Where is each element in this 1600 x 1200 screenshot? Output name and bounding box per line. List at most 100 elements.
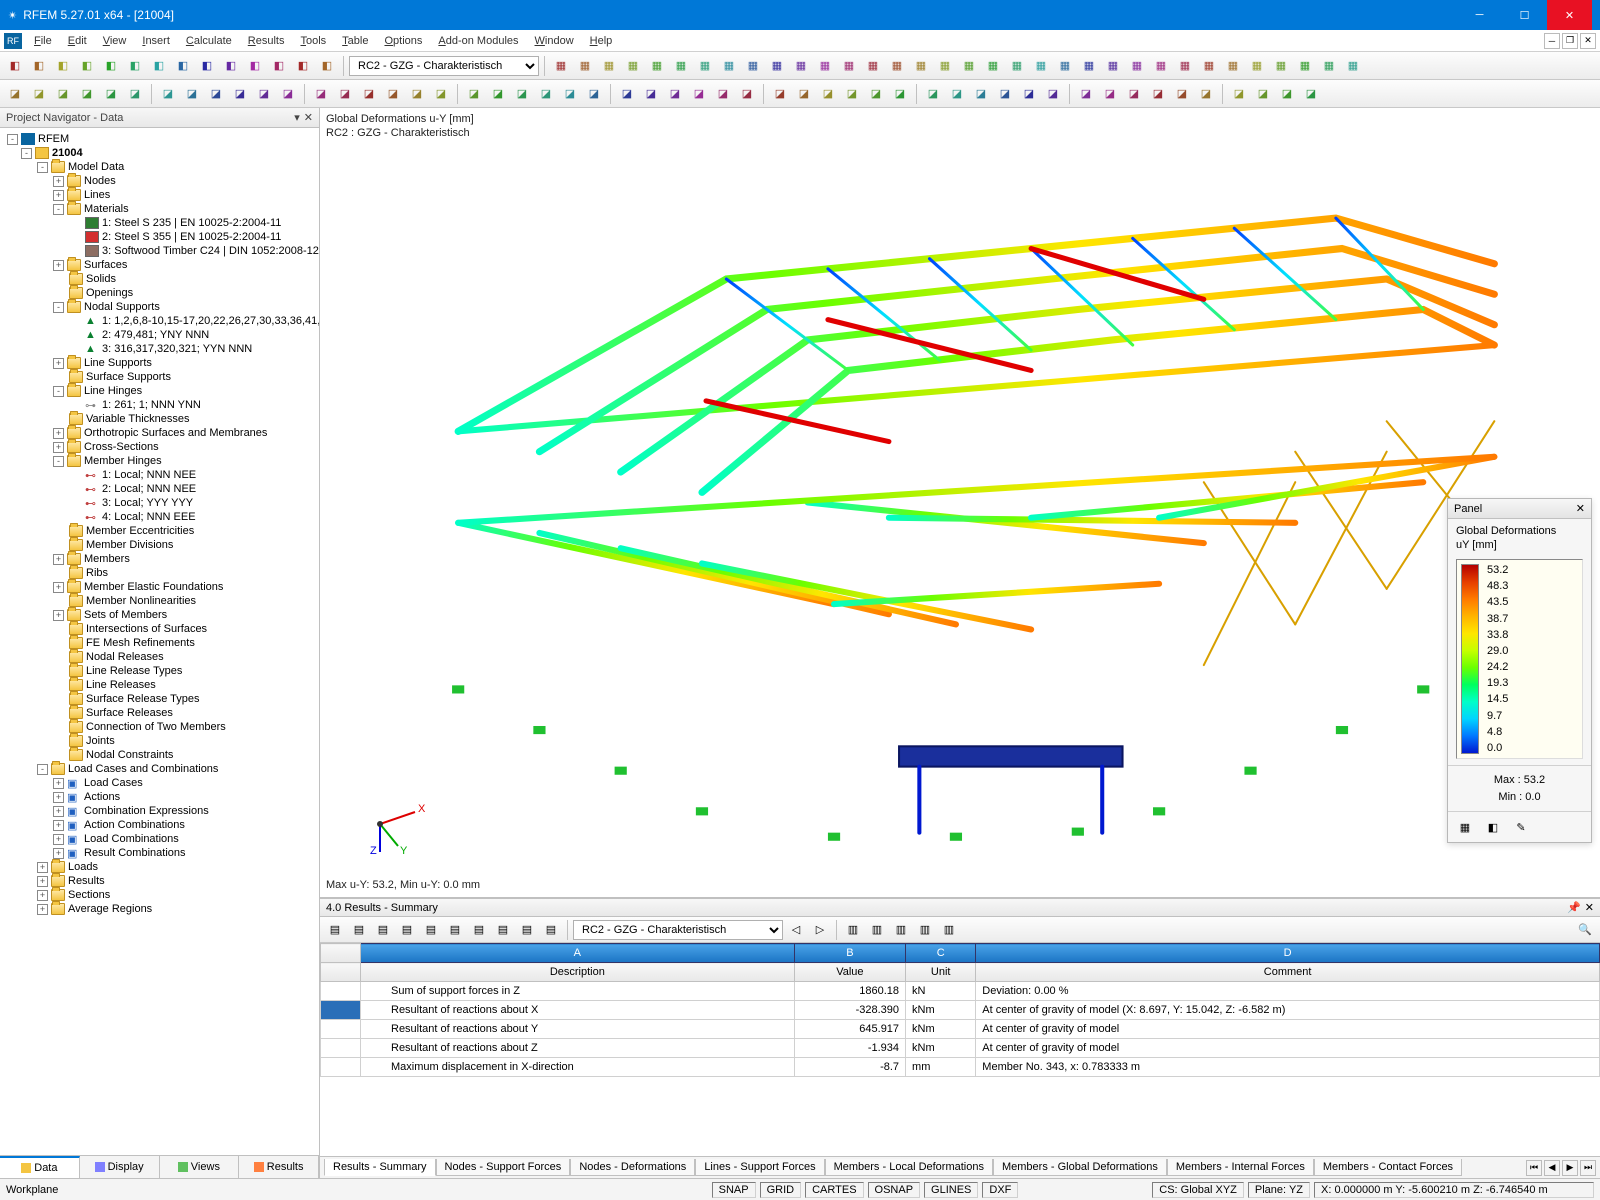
gtb-1[interactable]: ▤ bbox=[348, 919, 370, 941]
tb2-btn-25[interactable]: ◪ bbox=[640, 83, 662, 105]
tb1-btn-13[interactable]: ◧ bbox=[316, 55, 338, 77]
tree-item[interactable]: 3: Softwood Timber C24 | DIN 1052:2008-1… bbox=[2, 244, 317, 258]
tb2-btn-37[interactable]: ◪ bbox=[946, 83, 968, 105]
minimize-button[interactable]: ─ bbox=[1457, 0, 1502, 30]
tb2-btn-10[interactable]: ◪ bbox=[253, 83, 275, 105]
tb2-btn-35[interactable]: ◪ bbox=[889, 83, 911, 105]
tb1-btn-7[interactable]: ◧ bbox=[172, 55, 194, 77]
tree-item[interactable]: +Nodes bbox=[2, 174, 317, 188]
tree-item[interactable]: 1: Steel S 235 | EN 10025-2:2004-11 bbox=[2, 216, 317, 230]
table-row[interactable]: Sum of support forces in Z1860.18kNDevia… bbox=[321, 982, 1600, 1001]
tb1b-btn-19[interactable]: ▦ bbox=[1006, 55, 1028, 77]
tree-item[interactable]: +Orthotropic Surfaces and Membranes bbox=[2, 426, 317, 440]
menu-add-on-modules[interactable]: Add-on Modules bbox=[430, 33, 526, 49]
tree-item[interactable]: ⊶1: 261; 1; NNN YNN bbox=[2, 398, 317, 412]
tb2-btn-33[interactable]: ◪ bbox=[841, 83, 863, 105]
tb2-btn-40[interactable]: ◪ bbox=[1018, 83, 1040, 105]
tb1b-btn-32[interactable]: ▦ bbox=[1318, 55, 1340, 77]
nav-tab-views[interactable]: Views bbox=[160, 1156, 240, 1178]
results-tab[interactable]: Nodes - Deformations bbox=[570, 1159, 695, 1176]
tb2-btn-43[interactable]: ◪ bbox=[1099, 83, 1121, 105]
tree-item[interactable]: Openings bbox=[2, 286, 317, 300]
model-viewport[interactable]: Global Deformations u-Y [mm] RC2 : GZG -… bbox=[320, 108, 1600, 898]
status-toggle-snap[interactable]: SNAP bbox=[712, 1182, 756, 1198]
tb1-btn-12[interactable]: ◧ bbox=[292, 55, 314, 77]
status-toggle-dxf[interactable]: DXF bbox=[982, 1182, 1018, 1198]
tb2-btn-30[interactable]: ◪ bbox=[769, 83, 791, 105]
tree-item[interactable]: Intersections of Surfaces bbox=[2, 622, 317, 636]
tb2-btn-26[interactable]: ◪ bbox=[664, 83, 686, 105]
tb2-btn-15[interactable]: ◪ bbox=[382, 83, 404, 105]
tree-item[interactable]: +▣Load Combinations bbox=[2, 832, 317, 846]
navigator-tree[interactable]: -RFEM-21004-Model Data+Nodes+Lines-Mater… bbox=[0, 128, 319, 1155]
results-tab[interactable]: Lines - Support Forces bbox=[695, 1159, 824, 1176]
tb1b-btn-22[interactable]: ▦ bbox=[1078, 55, 1100, 77]
tree-item[interactable]: +Lines bbox=[2, 188, 317, 202]
mdi-minimize-button[interactable]: ─ bbox=[1544, 33, 1560, 49]
results-tab[interactable]: Members - Internal Forces bbox=[1167, 1159, 1314, 1176]
tree-item[interactable]: +Cross-Sections bbox=[2, 440, 317, 454]
tb2-btn-42[interactable]: ◪ bbox=[1075, 83, 1097, 105]
navigator-pin-icon[interactable]: ▾ bbox=[294, 111, 300, 124]
results-tab[interactable]: Members - Contact Forces bbox=[1314, 1159, 1462, 1176]
tree-item[interactable]: +Sections bbox=[2, 888, 317, 902]
menu-calculate[interactable]: Calculate bbox=[178, 33, 240, 49]
results-tab[interactable]: Members - Local Deformations bbox=[825, 1159, 993, 1176]
tb1-btn-6[interactable]: ◧ bbox=[148, 55, 170, 77]
nav-tab-data[interactable]: Data bbox=[0, 1156, 80, 1178]
tb2-btn-11[interactable]: ◪ bbox=[277, 83, 299, 105]
tree-item[interactable]: Connection of Two Members bbox=[2, 720, 317, 734]
tree-item[interactable]: +Surfaces bbox=[2, 258, 317, 272]
grid-next-button[interactable]: ▷ bbox=[809, 919, 831, 941]
panel-icon-2[interactable]: ◧ bbox=[1482, 816, 1504, 838]
tb1b-btn-30[interactable]: ▦ bbox=[1270, 55, 1292, 77]
tb1b-btn-7[interactable]: ▦ bbox=[718, 55, 740, 77]
tb1b-btn-25[interactable]: ▦ bbox=[1150, 55, 1172, 77]
table-row[interactable]: Resultant of reactions about Z-1.934kNmA… bbox=[321, 1039, 1600, 1058]
tree-item[interactable]: Line Release Types bbox=[2, 664, 317, 678]
gtb2-2[interactable]: ▥ bbox=[890, 919, 912, 941]
table-row[interactable]: Resultant of reactions about Y645.917kNm… bbox=[321, 1020, 1600, 1039]
tb2-btn-46[interactable]: ◪ bbox=[1171, 83, 1193, 105]
tree-item[interactable]: -Load Cases and Combinations bbox=[2, 762, 317, 776]
tb1b-btn-20[interactable]: ▦ bbox=[1030, 55, 1052, 77]
gtb2-3[interactable]: ▥ bbox=[914, 919, 936, 941]
gtb-0[interactable]: ▤ bbox=[324, 919, 346, 941]
tb2-btn-36[interactable]: ◪ bbox=[922, 83, 944, 105]
tb1b-btn-5[interactable]: ▦ bbox=[670, 55, 692, 77]
tb2-btn-13[interactable]: ◪ bbox=[334, 83, 356, 105]
tb2-btn-27[interactable]: ◪ bbox=[688, 83, 710, 105]
tree-item[interactable]: ▲3: 316,317,320,321; YYN NNN bbox=[2, 342, 317, 356]
tb2-btn-14[interactable]: ◪ bbox=[358, 83, 380, 105]
close-button[interactable]: ✕ bbox=[1547, 0, 1592, 30]
tb2-btn-7[interactable]: ◪ bbox=[181, 83, 203, 105]
tree-item[interactable]: 2: Steel S 355 | EN 10025-2:2004-11 bbox=[2, 230, 317, 244]
tree-item[interactable]: -Line Hinges bbox=[2, 384, 317, 398]
tb2-btn-47[interactable]: ◪ bbox=[1195, 83, 1217, 105]
tree-item[interactable]: Nodal Constraints bbox=[2, 748, 317, 762]
tb1b-btn-15[interactable]: ▦ bbox=[910, 55, 932, 77]
tb2-btn-19[interactable]: ◪ bbox=[487, 83, 509, 105]
mdi-close-button[interactable]: ✕ bbox=[1580, 33, 1596, 49]
tree-item[interactable]: -Member Hinges bbox=[2, 454, 317, 468]
tab-first[interactable]: ⏮ bbox=[1526, 1160, 1542, 1176]
tree-item[interactable]: +▣Action Combinations bbox=[2, 818, 317, 832]
tb2-btn-21[interactable]: ◪ bbox=[535, 83, 557, 105]
menu-view[interactable]: View bbox=[95, 33, 135, 49]
tree-item[interactable]: +Average Regions bbox=[2, 902, 317, 916]
tb2-btn-29[interactable]: ◪ bbox=[736, 83, 758, 105]
tree-item[interactable]: Surface Supports bbox=[2, 370, 317, 384]
tree-item[interactable]: Nodal Releases bbox=[2, 650, 317, 664]
tb1b-btn-24[interactable]: ▦ bbox=[1126, 55, 1148, 77]
tb1b-btn-4[interactable]: ▦ bbox=[646, 55, 668, 77]
menu-results[interactable]: Results bbox=[240, 33, 293, 49]
tb2-btn-9[interactable]: ◪ bbox=[229, 83, 251, 105]
tab-last[interactable]: ⏭ bbox=[1580, 1160, 1596, 1176]
legend-panel[interactable]: Panel✕ Global Deformations uY [mm] 53.24… bbox=[1447, 498, 1592, 843]
tb1b-btn-0[interactable]: ▦ bbox=[550, 55, 572, 77]
tb1b-btn-21[interactable]: ▦ bbox=[1054, 55, 1076, 77]
menu-edit[interactable]: Edit bbox=[60, 33, 95, 49]
tree-item[interactable]: Joints bbox=[2, 734, 317, 748]
tree-item[interactable]: +Members bbox=[2, 552, 317, 566]
tb2-btn-34[interactable]: ◪ bbox=[865, 83, 887, 105]
